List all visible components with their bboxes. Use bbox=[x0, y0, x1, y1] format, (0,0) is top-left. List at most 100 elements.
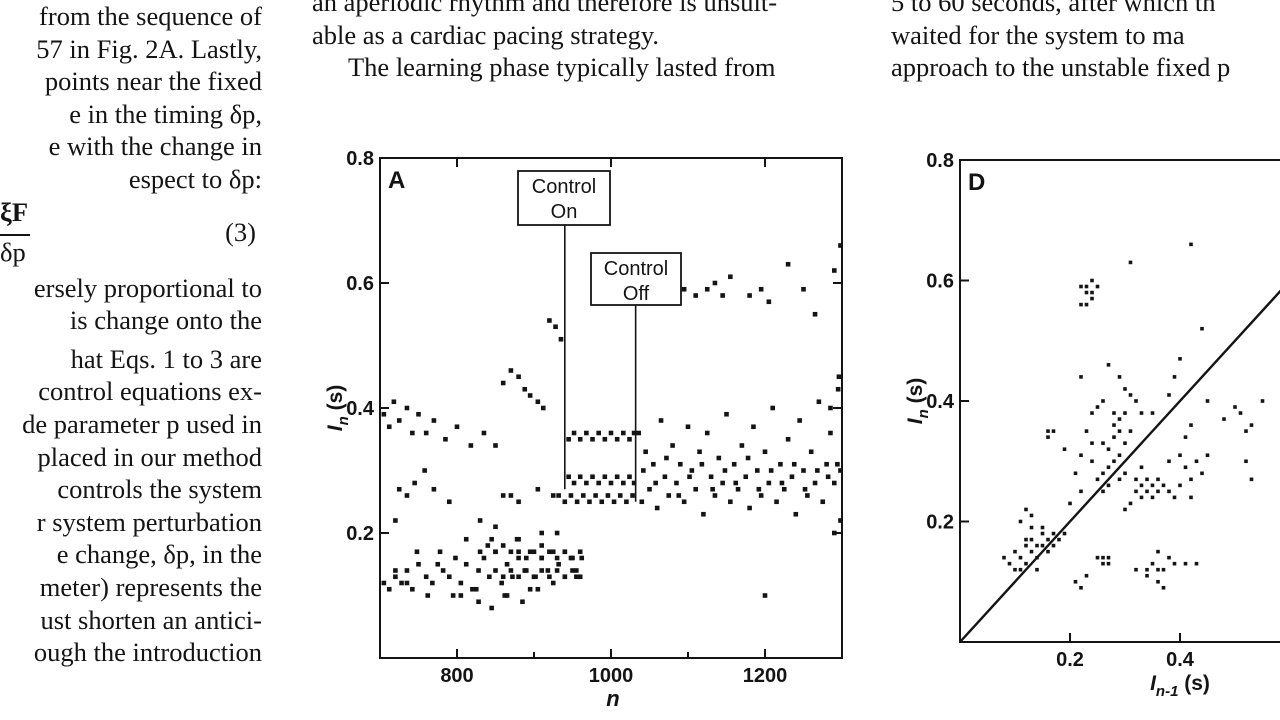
data-point bbox=[678, 461, 683, 467]
data-point bbox=[710, 486, 715, 492]
data-point bbox=[1095, 405, 1100, 409]
data-point bbox=[608, 480, 614, 486]
data-point bbox=[568, 493, 574, 498]
data-point bbox=[1117, 453, 1122, 458]
data-point bbox=[704, 430, 710, 436]
data-point bbox=[1068, 501, 1072, 506]
data-point bbox=[1073, 579, 1078, 584]
data-point bbox=[571, 480, 577, 486]
data-point bbox=[1095, 284, 1100, 289]
data-point bbox=[731, 461, 737, 467]
data-point bbox=[602, 474, 608, 480]
data-point bbox=[785, 261, 791, 267]
data-point bbox=[1244, 459, 1248, 464]
data-point bbox=[423, 574, 429, 580]
data-point bbox=[566, 436, 571, 442]
data-point bbox=[547, 574, 552, 580]
text-line: hat Eqs. 1 to 3 are bbox=[70, 343, 262, 374]
data-point bbox=[791, 461, 797, 467]
data-point bbox=[1101, 561, 1105, 566]
data-point bbox=[556, 561, 561, 567]
data-point bbox=[838, 243, 843, 248]
data-point bbox=[739, 443, 745, 448]
right-text-column: 5 to 60 seconds, after which th waited f… bbox=[891, 0, 1280, 84]
data-point bbox=[590, 474, 595, 480]
data-point bbox=[722, 468, 728, 473]
data-point bbox=[838, 518, 843, 523]
data-point bbox=[832, 530, 837, 536]
data-point bbox=[1183, 435, 1188, 439]
data-point bbox=[1189, 423, 1193, 427]
data-point bbox=[502, 593, 508, 598]
data-point bbox=[631, 430, 637, 436]
data-point bbox=[1128, 501, 1133, 506]
data-point bbox=[701, 511, 706, 517]
y-tick-label: 0.8 bbox=[926, 150, 954, 172]
data-point bbox=[647, 486, 652, 492]
data-point bbox=[587, 499, 592, 505]
data-point bbox=[676, 493, 682, 498]
data-point bbox=[508, 368, 514, 373]
data-point bbox=[556, 493, 561, 498]
data-point bbox=[1106, 465, 1111, 470]
data-point bbox=[1134, 489, 1138, 494]
y-tick-label: 0.4 bbox=[346, 398, 375, 420]
chart-panel-a: 0.2 0.4 0.6 0.8 800 1000 1200 An In (s) Control On… bbox=[324, 148, 843, 711]
data-point bbox=[524, 568, 529, 573]
data-point bbox=[643, 449, 648, 455]
panel-label: A bbox=[388, 167, 405, 194]
data-point bbox=[614, 474, 620, 480]
data-point bbox=[1079, 284, 1083, 289]
data-point bbox=[808, 449, 814, 455]
data-point bbox=[1018, 567, 1023, 572]
data-point bbox=[1156, 579, 1160, 584]
data-point bbox=[1095, 555, 1100, 560]
data-point bbox=[716, 455, 722, 461]
data-point bbox=[704, 286, 710, 292]
data-point bbox=[1205, 399, 1210, 403]
data-point bbox=[1029, 549, 1034, 554]
fraction-bar bbox=[0, 233, 30, 236]
data-point bbox=[621, 480, 626, 486]
data-point bbox=[1062, 531, 1067, 536]
data-point bbox=[816, 399, 822, 405]
data-point bbox=[499, 580, 504, 586]
data-point bbox=[1194, 459, 1199, 464]
data-point bbox=[1090, 290, 1094, 295]
text-line: is change onto the bbox=[69, 305, 262, 336]
text-line: waited for the system to ma bbox=[891, 19, 1185, 50]
data-point bbox=[1244, 429, 1248, 433]
data-point bbox=[614, 436, 620, 442]
data-point bbox=[805, 493, 810, 498]
data-point bbox=[1123, 471, 1127, 476]
data-point bbox=[1128, 429, 1133, 433]
data-point bbox=[562, 574, 568, 580]
data-point bbox=[1106, 555, 1111, 560]
data-point bbox=[580, 493, 586, 498]
data-point bbox=[404, 493, 410, 498]
text-line: e in the timing δp, bbox=[69, 98, 262, 129]
data-point bbox=[681, 286, 687, 292]
data-point bbox=[1046, 549, 1050, 554]
data-point bbox=[766, 480, 772, 486]
data-point bbox=[508, 549, 514, 555]
data-point bbox=[1145, 567, 1149, 572]
data-point bbox=[391, 399, 397, 405]
data-point bbox=[828, 405, 833, 411]
data-point bbox=[693, 293, 698, 298]
data-point bbox=[1029, 537, 1034, 542]
data-point bbox=[477, 518, 483, 523]
data-point bbox=[708, 474, 714, 480]
data-point bbox=[574, 574, 579, 580]
data-point bbox=[1139, 495, 1144, 500]
data-point bbox=[1150, 561, 1155, 566]
middle-text-column: an aperiodic rhythm and therefore is uns… bbox=[312, 0, 842, 84]
data-point bbox=[621, 430, 626, 436]
data-point bbox=[785, 436, 791, 442]
data-point bbox=[1249, 423, 1254, 427]
data-point bbox=[476, 568, 481, 573]
data-point bbox=[381, 580, 387, 586]
data-point bbox=[697, 449, 702, 455]
data-point bbox=[1101, 471, 1105, 476]
